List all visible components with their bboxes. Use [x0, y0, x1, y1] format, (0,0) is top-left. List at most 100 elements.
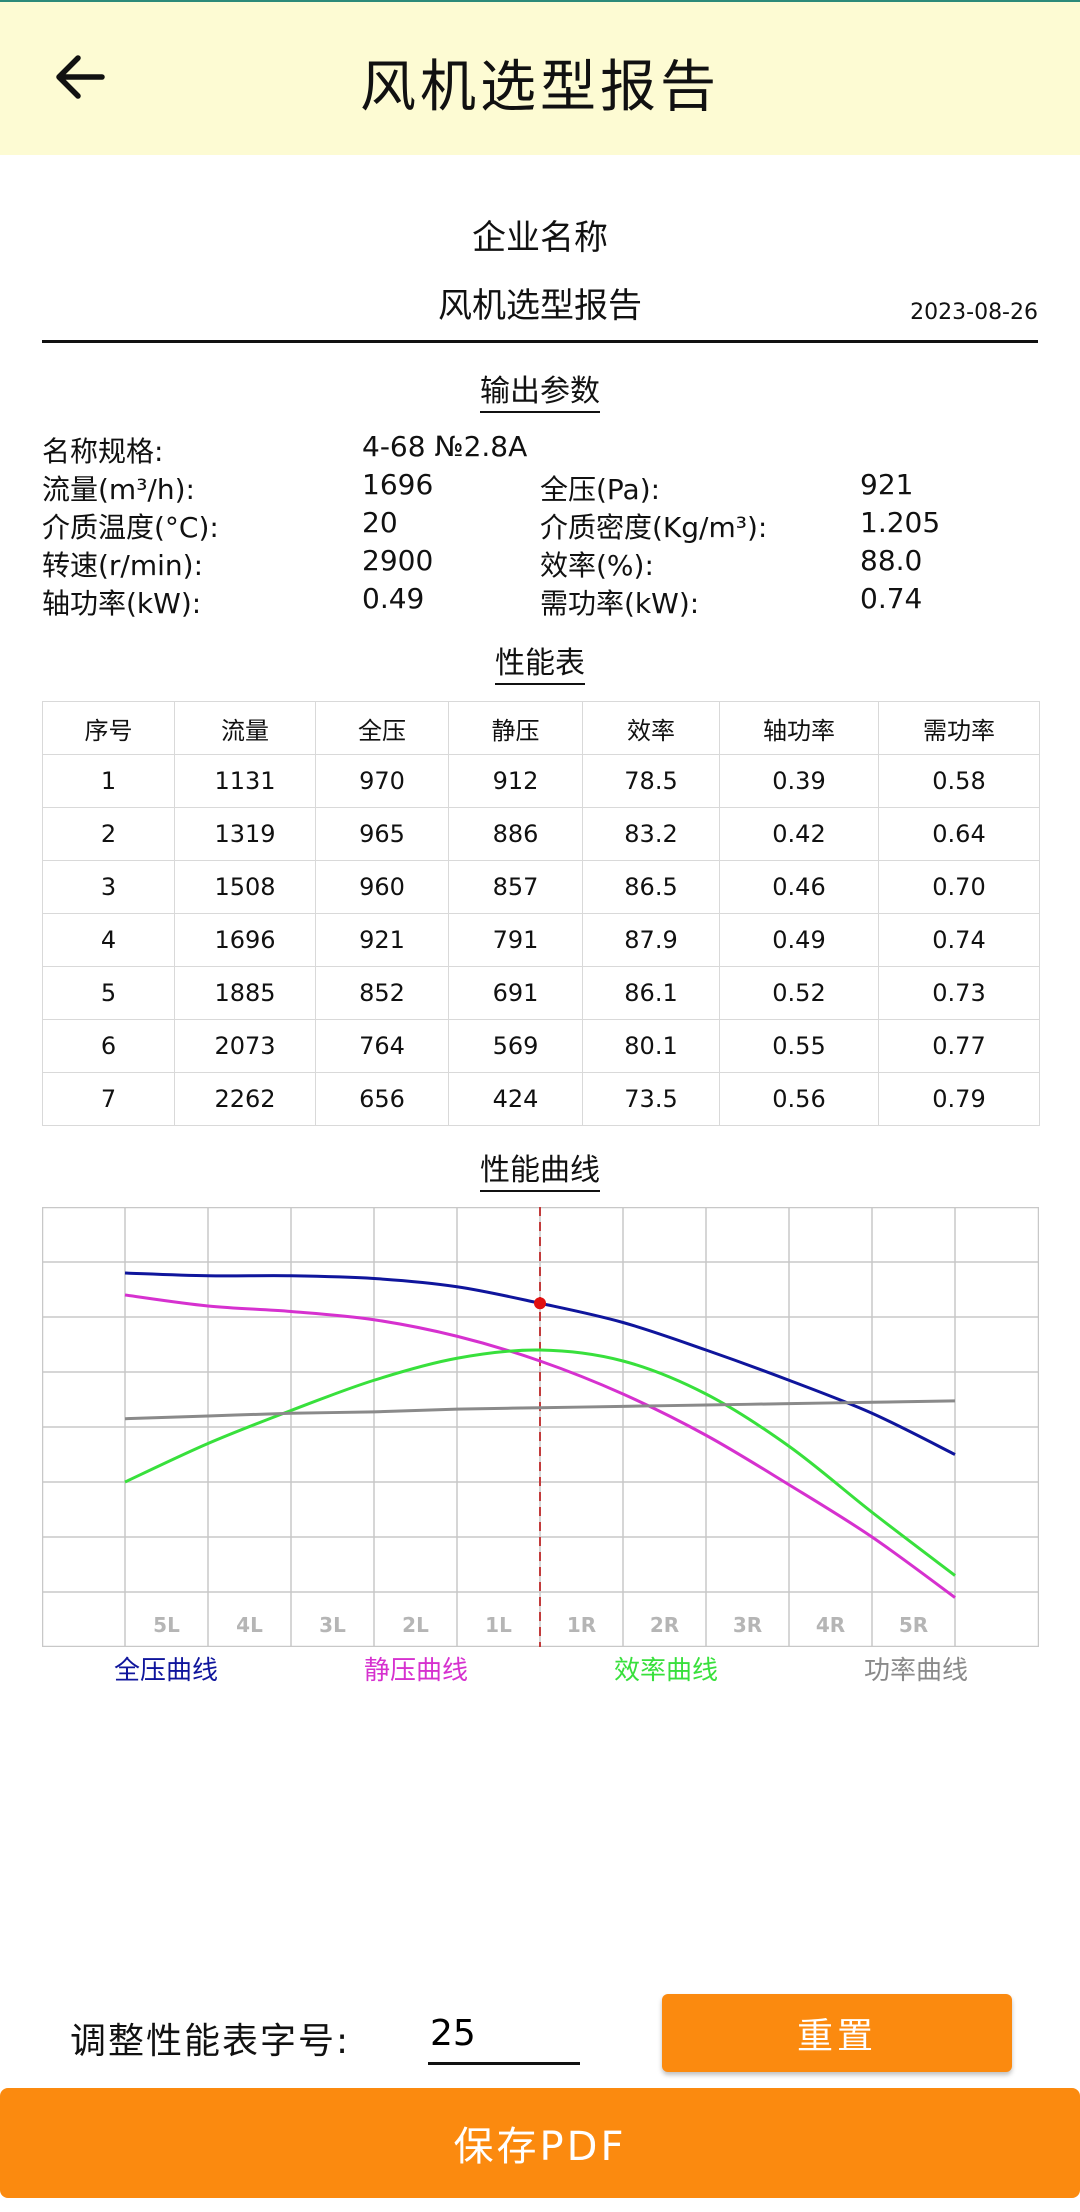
param-row: 名称规格: 4-68 №2.8A: [42, 430, 1042, 468]
back-arrow-icon: [56, 55, 105, 99]
table-cell: 86.5: [582, 860, 720, 914]
table-cell: 0.77: [878, 1019, 1040, 1073]
table-row: 2 1319 965 886 83.2 0.42 0.64: [42, 807, 1040, 861]
param-value: 921: [860, 468, 914, 501]
x-tick-label: 4L: [236, 1613, 263, 1637]
table-cell: 0.39: [719, 754, 879, 808]
column-header: 需功率: [878, 701, 1040, 755]
table-cell: 656: [315, 1072, 449, 1126]
table-cell: 0.52: [719, 966, 879, 1020]
table-cell: 0.74: [878, 913, 1040, 967]
app-bar: 风机选型报告: [0, 0, 1080, 155]
x-tick-label: 2L: [402, 1613, 429, 1637]
param-label: 流量(m³/h):: [42, 473, 195, 506]
legend-item: 效率曲线: [613, 1656, 718, 1686]
table-cell: 2262: [174, 1072, 316, 1126]
column-header: 流量: [174, 701, 316, 755]
legend-item: 全压曲线: [113, 1656, 218, 1686]
table-cell: 1131: [174, 754, 316, 808]
table-cell: 857: [448, 860, 583, 914]
column-header: 轴功率: [719, 701, 879, 755]
x-tick-label: 3R: [733, 1613, 762, 1637]
table-cell: 0.58: [878, 754, 1040, 808]
param-label: 介质温度(°C):: [42, 511, 219, 544]
table-row: 6 2073 764 569 80.1 0.55 0.77: [42, 1019, 1040, 1073]
table-cell: 87.9: [582, 913, 720, 967]
performance-chart: 5L 4L 3L 2L 1L 1R 2R 3R 4R 5R: [41, 1206, 1040, 1648]
table-cell: 764: [315, 1019, 449, 1073]
table-row: 3 1508 960 857 86.5 0.46 0.70: [42, 860, 1040, 914]
table-cell: 1319: [174, 807, 316, 861]
output-params-title: 输出参数: [0, 366, 1080, 413]
column-header: 全压: [315, 701, 449, 755]
column-header: 静压: [448, 701, 583, 755]
table-cell: 791: [448, 913, 583, 967]
table-cell: 0.79: [878, 1072, 1040, 1126]
table-cell: 0.42: [719, 807, 879, 861]
param-label: 需功率(kW):: [540, 587, 700, 620]
table-cell: 0.70: [878, 860, 1040, 914]
table-cell: 78.5: [582, 754, 720, 808]
table-cell: 1885: [174, 966, 316, 1020]
font-size-input[interactable]: [428, 2005, 580, 2065]
table-cell: 0.46: [719, 860, 879, 914]
table-row: 1 1131 970 912 78.5 0.39 0.58: [42, 754, 1040, 808]
param-value: 4-68 №2.8A: [362, 430, 528, 463]
table-cell: 6: [42, 1019, 175, 1073]
table-cell: 86.1: [582, 966, 720, 1020]
param-row: 轴功率(kW): 0.49 需功率(kW): 0.74: [42, 582, 1042, 620]
table-cell: 3: [42, 860, 175, 914]
legend-item: 静压曲线: [363, 1656, 468, 1686]
table-cell: 0.49: [719, 913, 879, 967]
table-header-row: 序号 流量 全压 静压 效率 轴功率 需功率: [42, 701, 1040, 755]
param-value: 0.49: [362, 582, 425, 615]
table-cell: 0.55: [719, 1019, 879, 1073]
font-size-label: 调整性能表字号:: [70, 2021, 351, 2062]
table-cell: 1696: [174, 913, 316, 967]
table-cell: 4: [42, 913, 175, 967]
table-cell: 83.2: [582, 807, 720, 861]
series-line: [124, 1348, 956, 1577]
param-value: 2900: [362, 544, 434, 577]
back-button[interactable]: [40, 42, 120, 112]
param-value: 88.0: [860, 544, 923, 577]
table-cell: 424: [448, 1072, 583, 1126]
param-row: 流量(m³/h): 1696 全压(Pa): 921: [42, 468, 1042, 506]
table-cell: 7: [42, 1072, 175, 1126]
table-cell: 965: [315, 807, 449, 861]
report-title: 风机选型报告: [438, 286, 642, 326]
param-label: 介质密度(Kg/m³):: [540, 511, 768, 544]
company-name: 企业名称: [472, 218, 608, 258]
table-cell: 2073: [174, 1019, 316, 1073]
report-date: 2023-08-26: [910, 300, 1038, 325]
param-value: 20: [362, 506, 398, 539]
table-cell: 691: [448, 966, 583, 1020]
param-row: 转速(r/min): 2900 效率(%): 88.0: [42, 544, 1042, 582]
table-cell: 921: [315, 913, 449, 967]
reset-button[interactable]: 重置: [662, 1994, 1012, 2072]
table-row: 4 1696 921 791 87.9 0.49 0.74: [42, 913, 1040, 967]
table-cell: 970: [315, 754, 449, 808]
param-value: 1.205: [860, 506, 941, 539]
param-label: 转速(r/min):: [42, 549, 204, 582]
performance-table: 序号 流量 全压 静压 效率 轴功率 需功率 1 1131 970 912 78.5 0.39 0.58…: [42, 701, 1040, 1126]
param-label: 名称规格:: [42, 435, 164, 468]
table-row: 5 1885 852 691 86.1 0.52 0.73: [42, 966, 1040, 1020]
x-tick-label: 4R: [816, 1613, 845, 1637]
table-cell: 1: [42, 754, 175, 808]
save-pdf-button[interactable]: 保存PDF: [0, 2088, 1080, 2198]
table-cell: 1508: [174, 860, 316, 914]
table-cell: 2: [42, 807, 175, 861]
table-cell: 960: [315, 860, 449, 914]
table-cell: 569: [448, 1019, 583, 1073]
column-header: 效率: [582, 701, 720, 755]
param-label: 效率(%):: [540, 549, 654, 582]
x-tick-label: 2R: [650, 1613, 679, 1637]
table-cell: 912: [448, 754, 583, 808]
output-params: 名称规格: 4-68 №2.8A 流量(m³/h): 1696 全压(Pa): 921 介质…: [42, 430, 1042, 620]
param-label: 全压(Pa):: [540, 473, 661, 506]
page-title: 风机选型报告: [360, 55, 720, 120]
performance-table-title: 性能表: [0, 638, 1080, 685]
table-cell: 80.1: [582, 1019, 720, 1073]
x-tick-label: 1R: [567, 1613, 596, 1637]
